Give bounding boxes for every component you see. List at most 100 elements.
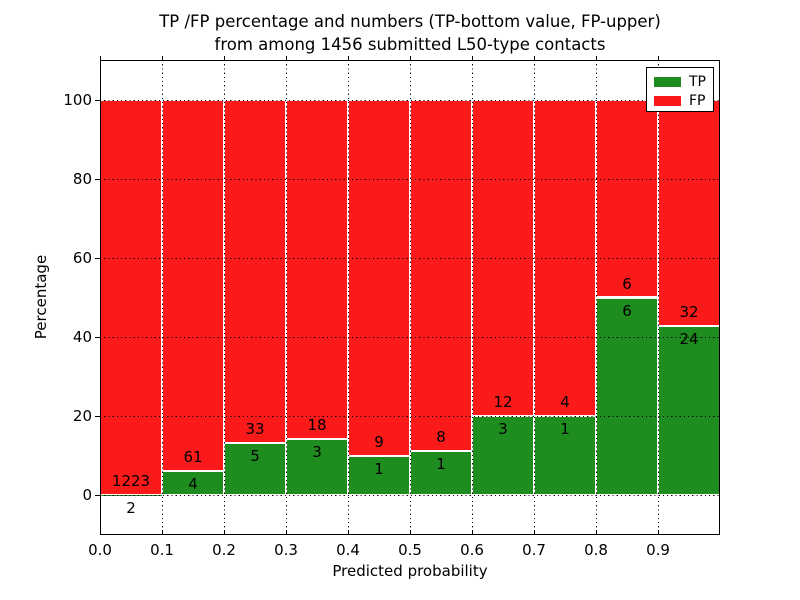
tp-count-label: 1 — [374, 459, 384, 478]
bar-segment-tp — [286, 438, 348, 496]
vertical-gridline — [658, 60, 659, 535]
x-top-tick — [162, 56, 163, 61]
x-top-tick — [100, 56, 101, 61]
y-tick-label: 20 — [72, 407, 92, 426]
y-tick-label: 80 — [72, 169, 92, 188]
fp-count-label: 8 — [436, 428, 446, 447]
y-tick-label: 60 — [72, 248, 92, 267]
horizontal-gridline — [100, 416, 720, 418]
x-tick — [224, 530, 225, 535]
fp-count-label: 9 — [374, 432, 384, 451]
y-tick — [95, 495, 100, 497]
bar-segment-fp — [596, 99, 658, 298]
vertical-gridline — [162, 60, 163, 535]
tp-count-label: 6 — [622, 301, 632, 320]
vertical-gridline — [286, 60, 287, 535]
x-top-tick — [224, 56, 225, 61]
bar-segment-tp — [100, 494, 162, 496]
chart-title-line1: TP /FP percentage and numbers (TP-bottom… — [159, 12, 661, 31]
x-top-tick — [286, 56, 287, 61]
y-tick — [95, 257, 100, 259]
x-tick-label: 0.1 — [150, 541, 174, 559]
fp-count-label: 61 — [183, 448, 203, 467]
x-tick-label: 0.4 — [336, 541, 360, 559]
x-tick — [286, 530, 287, 535]
fp-count-label: 18 — [307, 415, 327, 434]
bar-segment-fp — [224, 99, 286, 444]
x-tick — [472, 530, 473, 535]
x-tick-label: 0.2 — [212, 541, 236, 559]
x-tick — [596, 530, 597, 535]
x-top-tick — [534, 56, 535, 61]
bar-segment-fp — [286, 99, 348, 439]
tp-count-label: 5 — [250, 447, 260, 466]
vertical-gridline — [472, 60, 473, 535]
bar-segment-tp — [596, 297, 658, 496]
vertical-gridline — [534, 60, 535, 535]
bar-segment-fp — [100, 99, 162, 495]
fp-count-label: 33 — [245, 420, 265, 439]
x-tick — [348, 530, 349, 535]
horizontal-gridline — [100, 337, 720, 339]
x-tick — [410, 530, 411, 535]
x-tick-label: 0.6 — [460, 541, 484, 559]
y-tick — [95, 416, 100, 418]
vertical-gridline — [410, 60, 411, 535]
tp-count-label: 24 — [679, 329, 699, 348]
x-tick-label: 0.3 — [274, 541, 298, 559]
fp-count-label: 1223 — [111, 471, 151, 490]
bar-segment-tp — [658, 325, 720, 496]
legend-entry-fp: FP — [654, 92, 713, 109]
vertical-gridline — [596, 60, 597, 535]
vertical-gridline — [224, 60, 225, 535]
horizontal-gridline — [100, 257, 720, 259]
chart-title: TP /FP percentage and numbers (TP-bottom… — [100, 10, 720, 56]
fp-count-label: 6 — [622, 274, 632, 293]
tp-count-label: 1 — [436, 455, 446, 474]
horizontal-gridline — [100, 99, 720, 101]
y-tick-label: 40 — [72, 328, 92, 347]
x-top-tick — [348, 56, 349, 61]
x-tick-label: 0.5 — [398, 541, 422, 559]
chart-title-line2: from among 1456 submitted L50-type conta… — [214, 35, 606, 54]
x-top-tick — [410, 56, 411, 61]
y-tick-label: 100 — [63, 90, 92, 109]
y-axis-label: Percentage — [32, 254, 50, 340]
legend-label-fp: FP — [689, 92, 706, 109]
legend: TP FP — [646, 67, 714, 112]
horizontal-gridline — [100, 178, 720, 180]
legend-label-tp: TP — [689, 73, 706, 90]
x-tick — [534, 530, 535, 535]
x-tick — [162, 530, 163, 535]
bar-segment-fp — [162, 99, 224, 472]
tp-count-label: 2 — [126, 498, 136, 517]
y-tick-label: 0 — [82, 486, 92, 505]
tp-count-label: 3 — [312, 442, 322, 461]
x-top-tick — [596, 56, 597, 61]
x-tick-label: 0.8 — [584, 541, 608, 559]
tp-count-label: 4 — [188, 475, 198, 494]
fp-count-label: 4 — [560, 393, 570, 412]
x-top-tick — [472, 56, 473, 61]
y-tick — [95, 178, 100, 180]
bar-segment-fp — [658, 99, 720, 326]
bar-segment-fp — [348, 99, 410, 456]
x-top-tick — [658, 56, 659, 61]
x-tick-label: 0.0 — [88, 541, 112, 559]
fp-count-label: 12 — [493, 393, 513, 412]
x-tick-label: 0.9 — [646, 541, 670, 559]
tp-swatch-icon — [654, 76, 681, 87]
horizontal-gridline — [100, 495, 720, 497]
x-tick — [100, 530, 101, 535]
y-tick — [95, 99, 100, 101]
x-tick — [658, 530, 659, 535]
fp-swatch-icon — [654, 95, 681, 106]
y-tick — [95, 337, 100, 339]
fp-count-label: 32 — [679, 302, 699, 321]
vertical-gridline — [348, 60, 349, 535]
bar-segment-tp — [348, 455, 410, 496]
tp-count-label: 1 — [560, 420, 570, 439]
bar-segment-tp — [162, 471, 224, 496]
x-tick-label: 0.7 — [522, 541, 546, 559]
